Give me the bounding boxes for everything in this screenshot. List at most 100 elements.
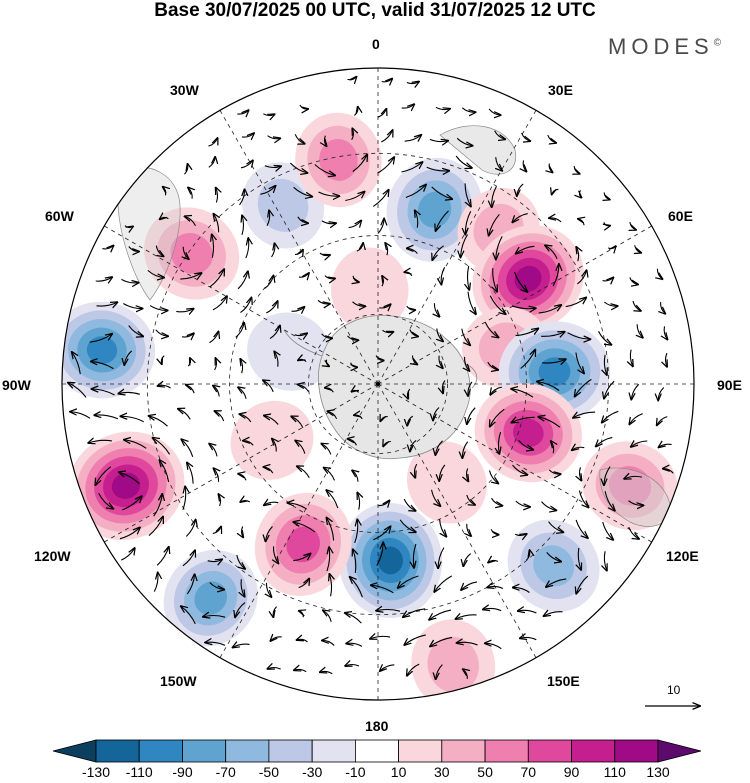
wind-arrow bbox=[435, 440, 443, 455]
wind-arrow bbox=[657, 416, 668, 426]
wind-arrow bbox=[347, 335, 359, 340]
wind-arrow bbox=[403, 498, 416, 511]
wind-arrow bbox=[273, 546, 278, 563]
wind-arrow bbox=[516, 245, 535, 253]
wind-arrow bbox=[186, 574, 194, 595]
wind-arrow bbox=[565, 297, 587, 308]
wind-arrow bbox=[295, 440, 306, 454]
contour-a10-5 bbox=[377, 546, 403, 575]
colorbar-box-4 bbox=[268, 739, 313, 763]
wind-arrow bbox=[577, 270, 586, 285]
wind-arrow bbox=[412, 355, 417, 365]
colorbar-tick-label: 130 bbox=[646, 764, 670, 780]
wind-arrow bbox=[399, 519, 416, 532]
wind-arrow bbox=[209, 582, 225, 590]
colorbar-tick-label: 70 bbox=[520, 764, 537, 780]
wind-arrow bbox=[513, 271, 528, 292]
wind-arrow bbox=[148, 516, 163, 537]
wind-arrow bbox=[604, 380, 615, 399]
colorbar-box-0 bbox=[95, 739, 140, 763]
anomaly-a20 bbox=[247, 312, 331, 391]
wind-arrow bbox=[658, 387, 665, 401]
wind-arrow bbox=[442, 380, 446, 394]
wind-arrow bbox=[352, 155, 367, 172]
wind-arrow bbox=[378, 500, 390, 505]
lon-label-150e: 150E bbox=[547, 673, 580, 689]
wind-arrow bbox=[119, 527, 140, 540]
latitude-circle-1 bbox=[229, 235, 527, 533]
lon-label-150w: 150W bbox=[160, 673, 197, 689]
wind-arrow bbox=[124, 440, 147, 449]
wind-arrow bbox=[236, 554, 245, 569]
wind-arrow bbox=[187, 358, 190, 367]
wind-arrow bbox=[240, 359, 242, 374]
wind-arrow bbox=[212, 234, 214, 258]
wind-arrow bbox=[379, 304, 390, 308]
wind-arrow bbox=[376, 542, 383, 566]
wind-arrow bbox=[575, 352, 584, 374]
wind-arrow bbox=[218, 494, 220, 507]
wind-arrow bbox=[490, 408, 505, 427]
wind-arrow bbox=[263, 380, 274, 393]
wind-arrow bbox=[487, 361, 498, 370]
contour-a20-0 bbox=[247, 312, 331, 391]
wind-arrow bbox=[354, 415, 363, 420]
wind-arrow bbox=[245, 238, 249, 259]
wind-arrow bbox=[545, 245, 558, 260]
wind-arrow bbox=[628, 500, 644, 506]
wind-arrow bbox=[373, 190, 388, 207]
wind-arrow bbox=[439, 355, 443, 369]
wind-arrow bbox=[404, 135, 422, 141]
wind-arrow bbox=[575, 519, 588, 538]
anomaly-a7 bbox=[582, 441, 678, 531]
wind-arrow bbox=[518, 439, 534, 449]
wind-arrow bbox=[381, 130, 392, 143]
wind-arrow bbox=[91, 389, 115, 396]
wind-arrow bbox=[370, 636, 391, 639]
wind-arrow bbox=[630, 222, 636, 230]
wind-arrow bbox=[159, 460, 170, 483]
wind-arrow bbox=[209, 331, 219, 344]
wind-arrow bbox=[398, 575, 419, 588]
wind-arrow bbox=[406, 305, 416, 310]
wind-arrow bbox=[317, 299, 330, 304]
wind-arrow bbox=[484, 322, 498, 337]
wind-arrow bbox=[579, 467, 581, 480]
wind-arrow bbox=[155, 245, 163, 257]
wind-arrow bbox=[205, 642, 226, 646]
wind-arrow bbox=[518, 610, 537, 614]
wind-arrow bbox=[238, 474, 247, 481]
wind-arrow bbox=[203, 615, 226, 617]
wind-arrow bbox=[94, 415, 119, 420]
wind-arrow bbox=[489, 295, 506, 314]
wind-arrow bbox=[121, 278, 138, 282]
wind-arrow bbox=[604, 192, 610, 199]
wind-arrow bbox=[511, 417, 535, 422]
wind-arrow bbox=[294, 333, 307, 335]
wind-arrow bbox=[241, 526, 243, 538]
contour-a1-3 bbox=[417, 191, 452, 228]
wind-arrow bbox=[629, 413, 643, 425]
wind-arrow bbox=[185, 216, 196, 226]
wind-arrow bbox=[602, 277, 614, 280]
wind-arrow bbox=[264, 416, 279, 425]
wind-arrow bbox=[491, 497, 503, 506]
anomaly-a1 bbox=[386, 157, 483, 262]
lon-label-90w: 90W bbox=[2, 377, 31, 393]
wind-arrow bbox=[264, 275, 274, 290]
wind-arrow bbox=[321, 220, 336, 224]
wind-arrow bbox=[118, 392, 140, 394]
wind-arrow bbox=[426, 166, 450, 171]
wind-arrow bbox=[180, 273, 201, 280]
wind-arrow bbox=[70, 412, 91, 419]
wind-arrow bbox=[266, 526, 273, 542]
wind-arrow bbox=[521, 132, 531, 141]
wind-arrow bbox=[628, 526, 639, 539]
wind-arrow bbox=[124, 350, 133, 365]
wind-arrow bbox=[439, 464, 446, 481]
wind-arrow bbox=[437, 328, 443, 342]
colorbar-tick-label: 30 bbox=[434, 764, 450, 780]
wind-arrow bbox=[483, 608, 502, 610]
wind-arrow bbox=[352, 470, 358, 482]
wind-arrow bbox=[631, 441, 648, 447]
